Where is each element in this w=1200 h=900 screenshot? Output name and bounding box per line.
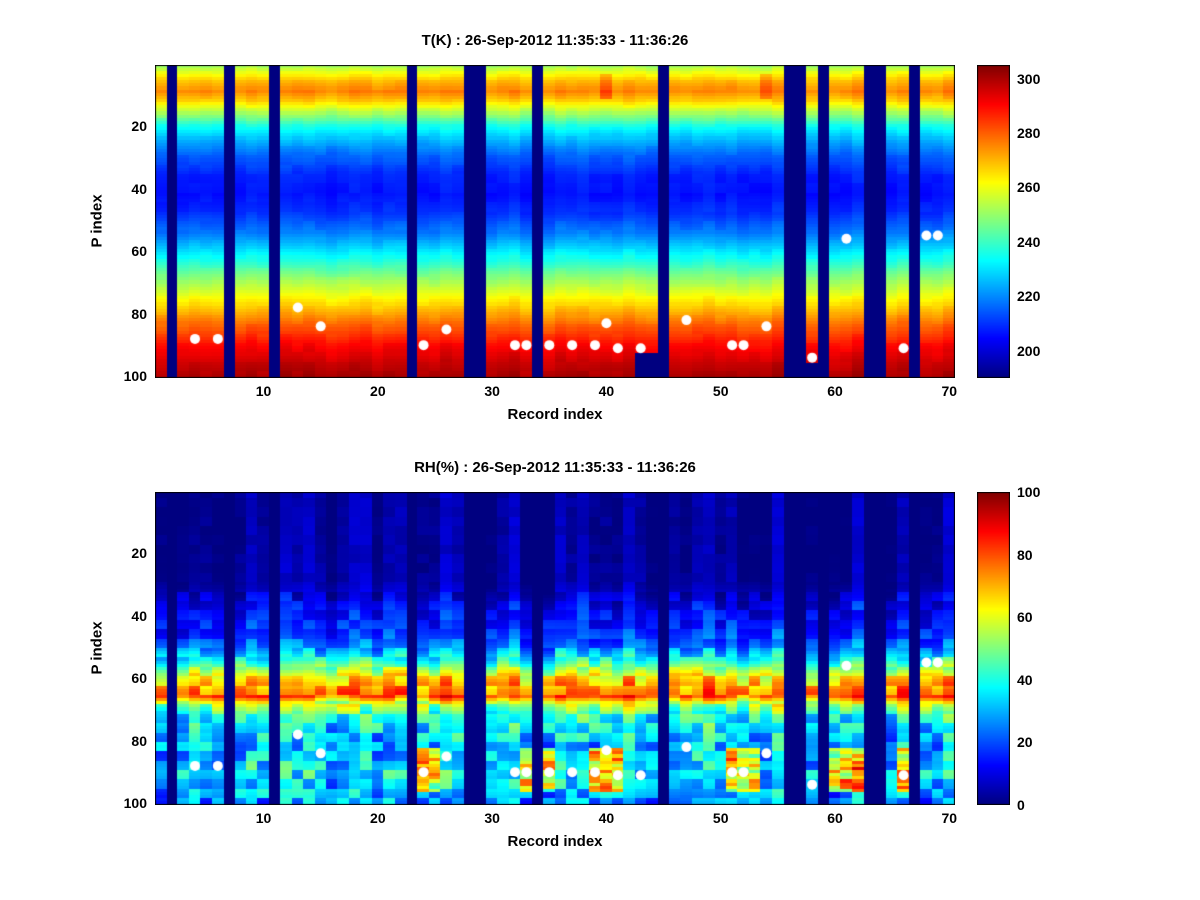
x-tick-label: 20: [370, 810, 386, 826]
temperature-heatmap: [155, 65, 955, 378]
humidity-y-axis-label: P index: [88, 621, 106, 675]
colorbar-tick-label: 220: [1017, 288, 1041, 305]
humidity-panel: RH(%) : 26-Sep-2012 11:35:33 - 11:36:26 …: [0, 427, 1200, 900]
colorbar-tick-label: 240: [1017, 233, 1041, 250]
temperature-plot-title: T(K) : 26-Sep-2012 11:35:33 - 11:36:26: [421, 32, 689, 49]
humidity-x-axis-label: Record index: [507, 833, 603, 850]
y-tick-label: 20: [131, 118, 147, 135]
colorbar-tick-label: 40: [1017, 671, 1033, 688]
y-tick-label: 40: [131, 180, 147, 197]
colorbar-tick-label: 280: [1017, 125, 1041, 142]
y-tick-label: 100: [123, 368, 147, 385]
y-tick-label: 60: [131, 670, 147, 687]
temperature-y-axis-label: P index: [88, 194, 106, 248]
y-tick-label: 80: [131, 305, 147, 322]
x-tick-label: 40: [598, 383, 615, 399]
humidity-plot-title: RH(%) : 26-Sep-2012 11:35:33 - 11:36:26: [414, 459, 696, 476]
x-tick-label: 70: [941, 810, 958, 826]
y-tick-label: 60: [131, 243, 147, 260]
y-tick-label: 100: [123, 795, 147, 812]
temperature-colorbar: [977, 65, 1010, 378]
x-tick-label: 50: [712, 810, 729, 826]
y-tick-label: 80: [131, 732, 147, 749]
colorbar-tick-label: 200: [1017, 342, 1041, 359]
y-tick-label: 20: [131, 545, 147, 562]
colorbar-tick-label: 0: [1017, 797, 1025, 813]
x-tick-label: 50: [712, 383, 729, 399]
x-tick-label: 60: [827, 810, 843, 826]
colorbar-tick-label: 300: [1017, 70, 1041, 87]
colorbar-tick-label: 260: [1017, 179, 1041, 196]
colorbar-tick-label: 20: [1017, 734, 1033, 751]
temperature-x-axis-label: Record index: [507, 406, 603, 423]
colorbar-tick-label: 100: [1017, 484, 1041, 500]
x-tick-label: 30: [484, 810, 500, 826]
x-tick-label: 20: [370, 383, 386, 399]
colorbar-tick-label: 60: [1017, 609, 1033, 626]
colorbar-tick-label: 80: [1017, 546, 1033, 563]
x-tick-label: 40: [598, 810, 615, 826]
temperature-panel: T(K) : 26-Sep-2012 11:35:33 - 11:36:26 P…: [0, 0, 1200, 427]
x-tick-label: 10: [255, 810, 272, 826]
humidity-heatmap: [155, 492, 955, 805]
x-tick-label: 10: [255, 383, 272, 399]
y-tick-label: 40: [131, 607, 147, 624]
x-tick-label: 60: [827, 383, 843, 399]
x-tick-label: 30: [484, 383, 500, 399]
x-tick-label: 70: [941, 383, 958, 399]
humidity-colorbar: [977, 492, 1010, 805]
